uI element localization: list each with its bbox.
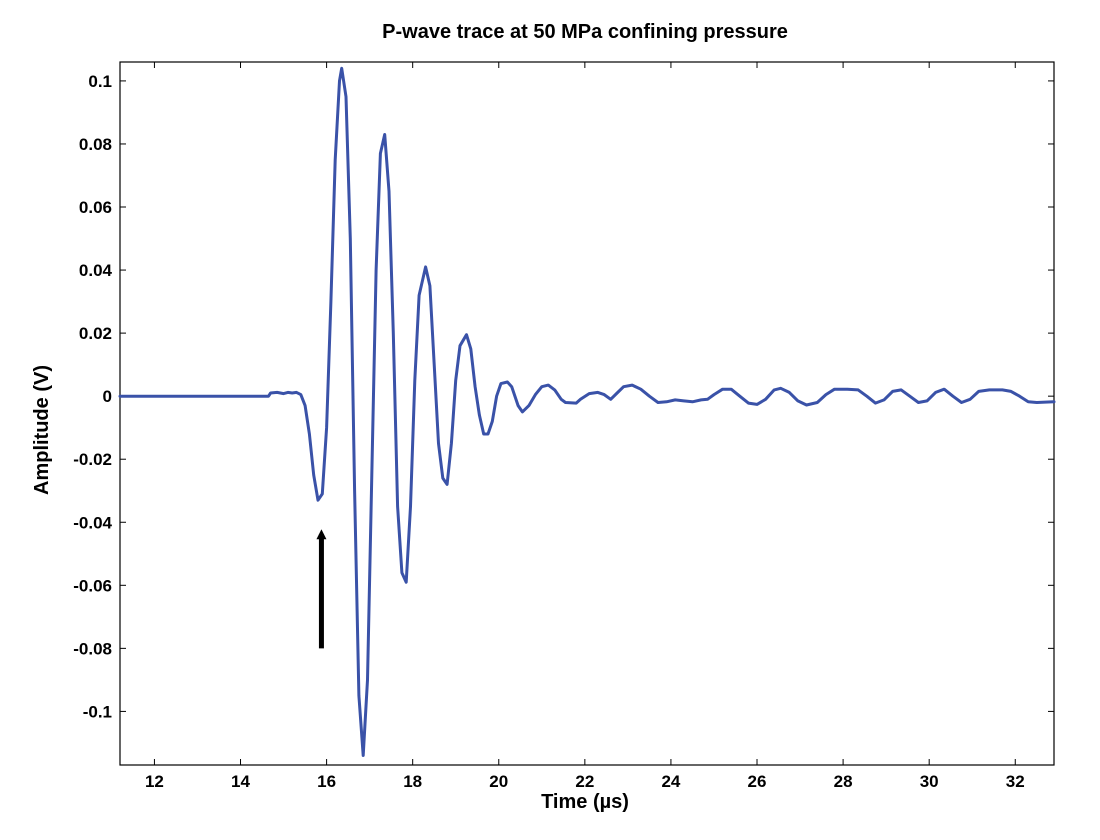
plot-frame xyxy=(119,61,1055,766)
y-axis: 0.1 0.08 0.06 0.04 0.02 0 -0.02 -0.04 -0.06 -0.08… xyxy=(73,72,1054,721)
plot-area: 12 14 16 18 20 22 24 26 28 30 32 0.10.080.060.040.… xyxy=(73,61,1056,791)
y-tick-label: 0 xyxy=(103,387,112,406)
y-tick-label: 0.1 xyxy=(88,72,112,91)
x-tick-label: 16 xyxy=(317,772,336,791)
y-tick-label: -0.06 xyxy=(73,576,112,595)
x-tick-label: 14 xyxy=(231,772,250,791)
y-tick-label: 0.06 xyxy=(79,198,112,217)
y-tick-label: 0.04 xyxy=(79,261,113,280)
y-tick-label: -0.02 xyxy=(73,450,112,469)
x-tick-label: 24 xyxy=(661,772,680,791)
y-tick-label: -0.08 xyxy=(73,639,112,658)
series-line-p-wave-trace xyxy=(118,66,1056,757)
x-axis: 12 14 16 18 20 22 24 26 28 30 32 xyxy=(145,62,1025,791)
x-tick-label: 32 xyxy=(1006,772,1025,791)
chart-title: P-wave trace at 50 MPa confining pressur… xyxy=(382,21,788,43)
x-tick-label: 26 xyxy=(748,772,767,791)
x-tick-label: 28 xyxy=(834,772,853,791)
x-tick-label: 12 xyxy=(145,772,164,791)
y-axis-label: Amplitude (V) xyxy=(31,365,53,495)
y-tick-label: -0.04 xyxy=(73,513,112,532)
y-tick-label: 0.02 xyxy=(79,324,112,343)
y-tick-label: 0.08 xyxy=(79,135,112,154)
x-tick-label: 22 xyxy=(575,772,594,791)
x-tick-label: 30 xyxy=(920,772,939,791)
x-tick-label: 20 xyxy=(489,772,508,791)
y-tick-label: -0.1 xyxy=(83,702,112,721)
x-tick-label: 18 xyxy=(403,772,422,791)
x-axis-label: Time (µs) xyxy=(541,791,629,813)
